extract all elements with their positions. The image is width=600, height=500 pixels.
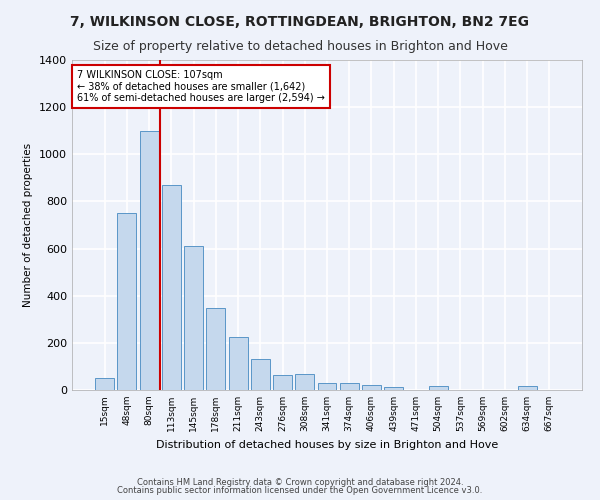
Bar [340,384,359,390]
Text: Contains HM Land Registry data © Crown copyright and database right 2024.: Contains HM Land Registry data © Crown c… [137,478,463,487]
Bar [429,386,448,390]
X-axis label: Distribution of detached houses by size in Brighton and Hove: Distribution of detached houses by size … [156,440,498,450]
Bar [362,386,381,390]
Bar [295,374,314,390]
Bar [162,185,181,390]
Bar [206,308,225,390]
Y-axis label: Number of detached properties: Number of detached properties [23,143,34,307]
Bar [273,374,292,390]
Bar [251,360,270,390]
Text: 7 WILKINSON CLOSE: 107sqm
← 38% of detached houses are smaller (1,642)
61% of se: 7 WILKINSON CLOSE: 107sqm ← 38% of detac… [77,70,325,103]
Text: 7, WILKINSON CLOSE, ROTTINGDEAN, BRIGHTON, BN2 7EG: 7, WILKINSON CLOSE, ROTTINGDEAN, BRIGHTO… [71,15,530,29]
Bar [229,337,248,390]
Bar [518,386,536,390]
Bar [384,387,403,390]
Bar [140,130,158,390]
Bar [95,378,114,390]
Bar [184,246,203,390]
Text: Contains public sector information licensed under the Open Government Licence v3: Contains public sector information licen… [118,486,482,495]
Bar [317,383,337,390]
Bar [118,213,136,390]
Text: Size of property relative to detached houses in Brighton and Hove: Size of property relative to detached ho… [92,40,508,53]
